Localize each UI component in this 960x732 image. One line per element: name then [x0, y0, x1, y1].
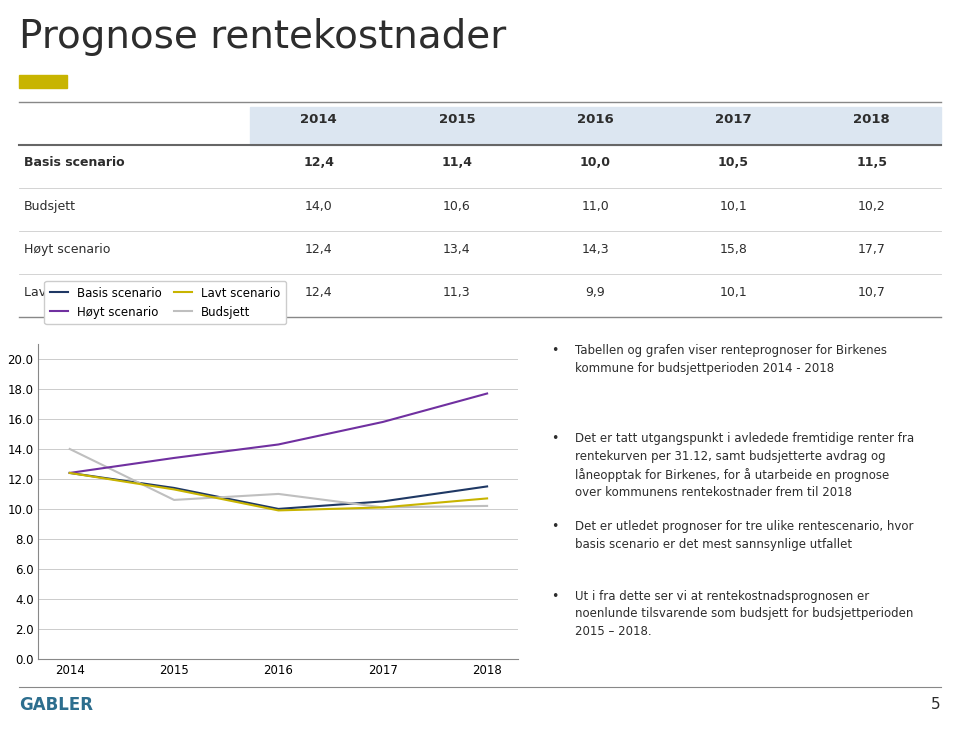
- Text: 14,3: 14,3: [582, 242, 609, 255]
- Text: 11,3: 11,3: [444, 285, 470, 299]
- Text: Prognose rentekostnader: Prognose rentekostnader: [19, 18, 507, 56]
- Text: Budsjett: Budsjett: [24, 200, 76, 212]
- Text: 10,2: 10,2: [858, 200, 885, 212]
- Text: Ut i fra dette ser vi at rentekostnadsprognosen er
noenlunde tilsvarende som bud: Ut i fra dette ser vi at rentekostnadspr…: [575, 589, 913, 638]
- Text: Det er utledet prognoser for tre ulike rentescenario, hvor
basis scenario er det: Det er utledet prognoser for tre ulike r…: [575, 520, 913, 550]
- Bar: [19, 75, 67, 88]
- Text: 2018: 2018: [853, 113, 890, 126]
- Text: •: •: [551, 344, 559, 357]
- Text: Høyt scenario: Høyt scenario: [24, 242, 110, 255]
- Text: Det er tatt utgangspunkt i avledede fremtidige renter fra
rentekurven per 31.12,: Det er tatt utgangspunkt i avledede frem…: [575, 432, 914, 499]
- Text: Lavt scenario: Lavt scenario: [24, 285, 108, 299]
- Text: •: •: [551, 589, 559, 602]
- Text: 10,1: 10,1: [720, 200, 747, 212]
- Text: 12,4: 12,4: [305, 242, 332, 255]
- Text: 2015: 2015: [439, 113, 475, 126]
- Text: 12,4: 12,4: [305, 285, 332, 299]
- Text: 13,4: 13,4: [444, 242, 470, 255]
- Text: 2014: 2014: [300, 113, 337, 126]
- Text: GABLER: GABLER: [19, 696, 93, 714]
- Text: 10,5: 10,5: [718, 157, 749, 169]
- Text: 9,9: 9,9: [586, 285, 605, 299]
- Text: 10,1: 10,1: [720, 285, 747, 299]
- Text: 11,4: 11,4: [442, 157, 472, 169]
- Text: 10,6: 10,6: [444, 200, 470, 212]
- Text: Basis scenario: Basis scenario: [24, 157, 125, 169]
- Text: 5: 5: [931, 698, 941, 712]
- Legend: Basis scenario, Høyt scenario, Lavt scenario, Budsjett: Basis scenario, Høyt scenario, Lavt scen…: [44, 280, 286, 324]
- Text: •: •: [551, 520, 559, 534]
- Text: 10,0: 10,0: [580, 157, 611, 169]
- Text: 2016: 2016: [577, 113, 613, 126]
- Text: •: •: [551, 432, 559, 445]
- Text: 11,0: 11,0: [582, 200, 609, 212]
- Text: Tabellen og grafen viser renteprognoser for Birkenes
kommune for budsjettperiode: Tabellen og grafen viser renteprognoser …: [575, 344, 887, 375]
- Text: 17,7: 17,7: [857, 242, 886, 255]
- Text: 2017: 2017: [715, 113, 752, 126]
- Text: 11,5: 11,5: [856, 157, 887, 169]
- Text: 12,4: 12,4: [303, 157, 334, 169]
- Bar: [250, 107, 941, 145]
- Text: 10,7: 10,7: [857, 285, 886, 299]
- Text: 14,0: 14,0: [305, 200, 332, 212]
- Text: 15,8: 15,8: [719, 242, 748, 255]
